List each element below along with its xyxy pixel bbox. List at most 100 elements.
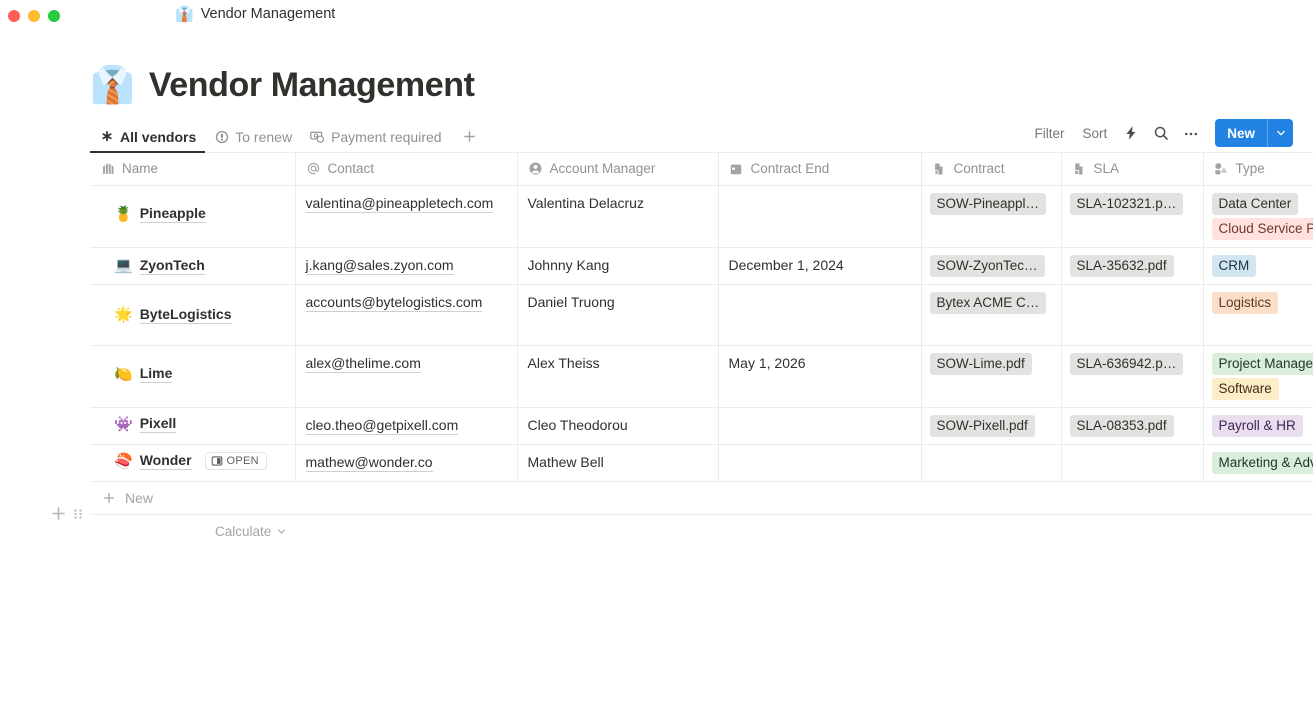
contact-email-link[interactable]: alex@thelime.com <box>305 354 421 373</box>
cell-name[interactable]: 👾 Pixell <box>90 407 296 445</box>
add-view-button[interactable] <box>457 123 483 149</box>
new-button[interactable]: New <box>1227 125 1255 141</box>
contact-email-link[interactable]: mathew@wonder.co <box>305 453 433 472</box>
drag-handle-icon[interactable] <box>73 506 83 522</box>
cell-contact[interactable]: alex@thelime.com <box>295 345 518 408</box>
file-chip[interactable]: SLA-08353.pdf <box>1069 414 1174 437</box>
page-title[interactable]: Vendor Management <box>148 65 475 104</box>
cell-contract-end[interactable] <box>718 444 922 482</box>
cell-contract-file[interactable]: SOW-Pineappl… <box>921 185 1062 248</box>
cell-name[interactable]: 🍣 Wonder OPEN <box>90 444 296 482</box>
file-chip[interactable]: SOW-Pixell.pdf <box>929 414 1035 437</box>
cell-sla-file[interactable]: SLA-35632.pdf <box>1061 247 1204 285</box>
file-chip[interactable]: SLA-102321.p… <box>1069 192 1184 215</box>
cell-sla-file[interactable]: SLA-636942.p… <box>1061 345 1204 408</box>
cell-contract-file[interactable] <box>921 444 1062 482</box>
cell-account-manager[interactable]: Mathew Bell <box>517 444 719 482</box>
tab-payment-required[interactable]: Payment required <box>301 129 451 153</box>
cell-sla-file[interactable] <box>1061 444 1204 482</box>
file-chip[interactable]: SLA-636942.p… <box>1069 352 1184 375</box>
column-header-type[interactable]: Type <box>1203 153 1313 186</box>
cell-account-manager[interactable]: Daniel Truong <box>517 284 719 346</box>
cell-contract-end[interactable] <box>718 185 922 248</box>
tab-to-renew[interactable]: To renew <box>205 129 301 153</box>
tab-all-vendors[interactable]: All vendors <box>90 129 206 153</box>
table-row[interactable]: 🍋 Lime alex@thelime.com Alex Theiss May 1, 2… <box>90 345 1313 408</box>
column-header-account-manager[interactable]: Account Manager <box>517 153 719 186</box>
filter-button[interactable]: Filter <box>1034 125 1065 141</box>
cell-contact[interactable]: j.kang@sales.zyon.com <box>295 247 518 285</box>
cell-contract-file[interactable]: SOW-Pixell.pdf <box>921 407 1062 445</box>
cell-type[interactable]: Logistics <box>1203 284 1313 346</box>
cell-name[interactable]: 🌟 ByteLogistics <box>90 284 296 346</box>
file-chip[interactable]: Bytex ACME C… <box>929 291 1047 314</box>
cell-name[interactable]: 🍋 Lime <box>90 345 296 408</box>
cell-contract-file[interactable]: SOW-ZyonTec… <box>921 247 1062 285</box>
type-tag[interactable]: Software <box>1211 377 1279 400</box>
chevron-down-icon[interactable] <box>1268 119 1293 147</box>
table-row[interactable]: 🌟 ByteLogistics accounts@bytelogistics.com… <box>90 284 1313 346</box>
cell-name[interactable]: 💻 ZyonTech <box>90 247 296 285</box>
column-header-name[interactable]: Name <box>90 153 296 186</box>
minimize-window-button[interactable] <box>28 10 40 22</box>
maximize-window-button[interactable] <box>48 10 60 22</box>
table-row[interactable]: 🍣 Wonder OPEN mathew@wonder.co Mathew Bell Ma… <box>90 444 1313 482</box>
type-tag[interactable]: Project Management <box>1211 352 1313 375</box>
cell-name[interactable]: 🍍 Pineapple <box>90 185 296 248</box>
contact-email-link[interactable]: cleo.theo@getpixell.com <box>305 416 459 435</box>
row-title[interactable]: ByteLogistics <box>139 305 232 324</box>
cell-contract-end[interactable]: December 1, 2024 <box>718 247 922 285</box>
cell-contract-end[interactable]: May 1, 2026 <box>718 345 922 408</box>
row-title[interactable]: Pineapple <box>139 205 206 223</box>
file-chip[interactable]: SOW-Pineappl… <box>929 192 1047 215</box>
cell-account-manager[interactable]: Johnny Kang <box>517 247 719 285</box>
cell-contract-end[interactable] <box>718 284 922 346</box>
cell-sla-file[interactable] <box>1061 284 1204 346</box>
type-tag[interactable]: Logistics <box>1211 291 1279 314</box>
type-tag[interactable]: Marketing & Advertising <box>1211 451 1313 474</box>
cell-type[interactable]: Project ManagementSoftware <box>1203 345 1313 408</box>
search-icon[interactable] <box>1148 120 1174 146</box>
table-row[interactable]: 💻 ZyonTech j.kang@sales.zyon.com Johnny Kan… <box>90 247 1313 285</box>
ellipsis-icon[interactable] <box>1178 120 1204 146</box>
sort-button[interactable]: Sort <box>1082 125 1108 141</box>
cell-type[interactable]: Marketing & Advertising <box>1203 444 1313 482</box>
cell-contract-file[interactable]: Bytex ACME C… <box>921 284 1062 346</box>
cell-account-manager[interactable]: Cleo Theodorou <box>517 407 719 445</box>
column-header-contact[interactable]: Contact <box>295 153 518 186</box>
column-header-contract-end[interactable]: Contract End <box>718 153 922 186</box>
close-window-button[interactable] <box>8 10 20 22</box>
cell-contact[interactable]: cleo.theo@getpixell.com <box>295 407 518 445</box>
lightning-icon[interactable] <box>1118 120 1144 146</box>
file-chip[interactable]: SLA-35632.pdf <box>1069 254 1174 277</box>
row-title[interactable]: Pixell <box>139 415 177 433</box>
contact-email-link[interactable]: valentina@pineappletech.com <box>305 194 494 213</box>
row-title[interactable]: Wonder <box>139 452 192 470</box>
cell-contact[interactable]: valentina@pineappletech.com <box>295 185 518 248</box>
type-tag[interactable]: Payroll & HR <box>1211 414 1303 437</box>
open-page-button[interactable]: OPEN <box>204 452 267 470</box>
cell-contact[interactable]: mathew@wonder.co <box>295 444 518 482</box>
cell-account-manager[interactable]: Valentina Delacruz <box>517 185 719 248</box>
contact-email-link[interactable]: j.kang@sales.zyon.com <box>305 256 454 275</box>
calculate-button[interactable]: Calculate <box>215 524 287 539</box>
cell-account-manager[interactable]: Alex Theiss <box>517 345 719 408</box>
page-icon-emoji[interactable]: 👔 <box>90 64 135 105</box>
new-row-button[interactable]: New <box>90 482 1313 515</box>
type-tag[interactable]: CRM <box>1211 254 1257 277</box>
add-row-icon[interactable] <box>50 505 67 522</box>
cell-contract-end[interactable] <box>718 407 922 445</box>
file-chip[interactable]: SOW-Lime.pdf <box>929 352 1032 375</box>
row-title[interactable]: ZyonTech <box>139 256 205 275</box>
cell-type[interactable]: CRM <box>1203 247 1313 285</box>
table-row[interactable]: 🍍 Pineapple valentina@pineappletech.com Val… <box>90 185 1313 248</box>
column-header-contract[interactable]: Contract <box>921 153 1062 186</box>
cell-sla-file[interactable]: SLA-102321.p… <box>1061 185 1204 248</box>
cell-contract-file[interactable]: SOW-Lime.pdf <box>921 345 1062 408</box>
table-row[interactable]: 👾 Pixell cleo.theo@getpixell.com Cleo Theod… <box>90 407 1313 445</box>
cell-contact[interactable]: accounts@bytelogistics.com <box>295 284 518 346</box>
cell-type[interactable]: Payroll & HR <box>1203 407 1313 445</box>
contact-email-link[interactable]: accounts@bytelogistics.com <box>305 293 483 312</box>
type-tag[interactable]: Cloud Service Provider <box>1211 217 1313 240</box>
